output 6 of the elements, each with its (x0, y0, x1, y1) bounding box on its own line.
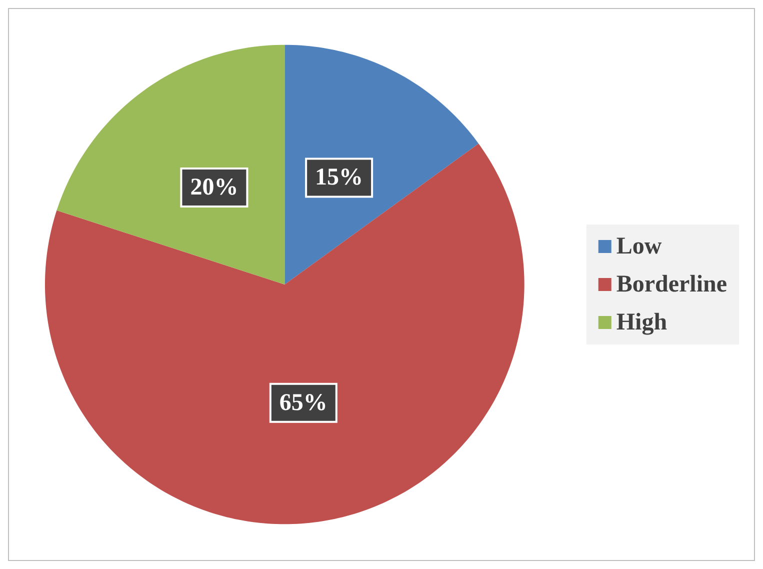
data-label: 65% (279, 390, 328, 416)
legend-label: Low (616, 234, 662, 260)
legend-label: High (616, 310, 668, 336)
legend-label: Borderline (616, 272, 728, 298)
data-label: 20% (190, 174, 238, 201)
data-label: 15% (315, 164, 364, 191)
